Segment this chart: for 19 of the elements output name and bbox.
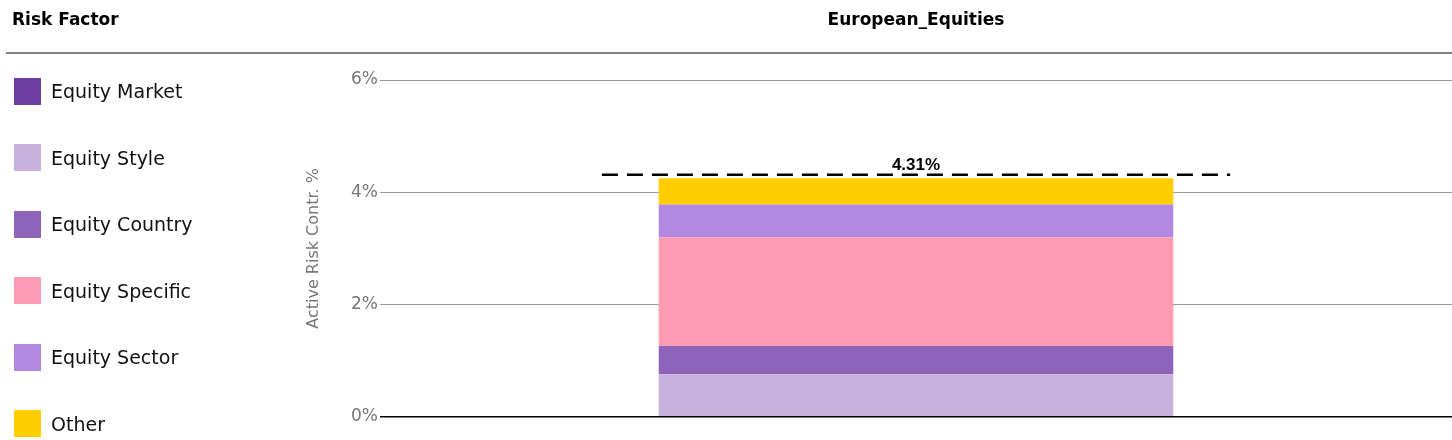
legend-label: Equity Country <box>51 213 193 235</box>
y-tick-label: 4% <box>351 180 378 201</box>
ref-line-label: 4.31% <box>891 155 941 175</box>
legend-title: Risk Factor <box>12 9 119 29</box>
bar <box>658 346 1174 375</box>
chart-title: European_Equities <box>826 9 1006 29</box>
legend-label: Other <box>51 412 105 435</box>
y-tick-label: 0% <box>351 405 378 426</box>
bar <box>658 178 1174 205</box>
bar <box>658 204 1174 238</box>
legend-label: Equity Sector <box>51 346 179 368</box>
legend-label: Equity Market <box>51 80 183 102</box>
y-tick-label: 6% <box>351 68 378 89</box>
legend-label: Equity Specific <box>51 279 192 302</box>
legend-label: Equity Style <box>51 146 165 169</box>
y-tick-label: 2% <box>351 292 378 313</box>
y-axis-title: Active Risk Contr. % <box>302 168 322 329</box>
bar <box>658 237 1174 347</box>
bar <box>658 374 1174 417</box>
